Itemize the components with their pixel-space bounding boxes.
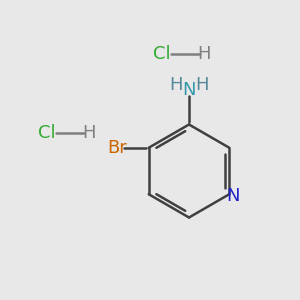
Text: Br: Br bbox=[107, 139, 127, 157]
Text: H: H bbox=[170, 76, 183, 94]
Text: N: N bbox=[226, 187, 240, 205]
Text: Cl: Cl bbox=[153, 45, 171, 63]
Text: H: H bbox=[195, 76, 208, 94]
Text: H: H bbox=[82, 124, 95, 142]
Text: Cl: Cl bbox=[38, 124, 55, 142]
Text: H: H bbox=[197, 45, 211, 63]
Text: N: N bbox=[182, 81, 196, 99]
